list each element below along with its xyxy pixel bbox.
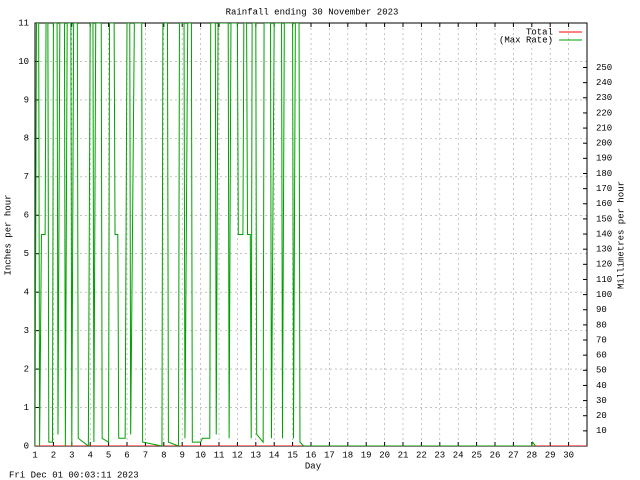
y2-tick-label: 190 (596, 154, 612, 164)
y2-tick-label: 20 (596, 411, 607, 421)
chart-title: Rainfall ending 30 November 2023 (226, 7, 399, 17)
legend-label: (Max Rate) (499, 35, 553, 45)
x-tick-label: 20 (379, 450, 390, 460)
x-tick-label: 7 (143, 450, 148, 460)
x-tick-label: 24 (453, 450, 464, 460)
x-tick-label: 22 (416, 450, 427, 460)
y2-tick-label: 80 (596, 320, 607, 330)
y2-tick-label: 30 (596, 396, 607, 406)
y2-tick-label: 10 (596, 426, 607, 436)
x-tick-label: 30 (563, 450, 574, 460)
x-tick-label: 19 (361, 450, 372, 460)
x-tick-label: 5 (106, 450, 111, 460)
x-tick-label: 13 (250, 450, 261, 460)
y2-tick-label: 210 (596, 123, 612, 133)
legend-label: Total (526, 27, 553, 37)
y2-tick-label: 110 (596, 275, 612, 285)
x-tick-label: 23 (434, 450, 445, 460)
x-tick-label: 1 (32, 450, 37, 460)
y-tick-label: 0 (24, 441, 29, 451)
x-tick-label: 3 (69, 450, 74, 460)
x-tick-label: 15 (287, 450, 298, 460)
y-tick-label: 2 (24, 364, 29, 374)
x-axis-label: Day (305, 461, 322, 471)
y2-tick-label: 40 (596, 381, 607, 391)
y2-tick-label: 160 (596, 199, 612, 209)
y2-tick-label: 60 (596, 351, 607, 361)
y-axis-label: Inches per hour (3, 194, 13, 275)
y-tick-label: 1 (24, 403, 29, 413)
x-tick-label: 27 (508, 450, 519, 460)
y2-tick-label: 230 (596, 93, 612, 103)
x-tick-label: 10 (195, 450, 206, 460)
x-tick-label: 2 (51, 450, 56, 460)
y-tick-label: 10 (18, 57, 29, 67)
x-tick-label: 17 (324, 450, 335, 460)
y2-tick-label: 120 (596, 260, 612, 270)
x-tick-label: 16 (306, 450, 317, 460)
y2-tick-label: 170 (596, 184, 612, 194)
y-tick-label: 3 (24, 326, 29, 336)
x-tick-label: 11 (214, 450, 225, 460)
y-tick-label: 6 (24, 211, 29, 221)
x-tick-label: 12 (232, 450, 243, 460)
y2-axis-label: Millimetres per hour (616, 181, 626, 289)
x-tick-label: 26 (490, 450, 501, 460)
rain-line (35, 23, 536, 446)
y2-tick-label: 220 (596, 108, 612, 118)
x-tick-label: 29 (545, 450, 556, 460)
x-tick-label: 21 (398, 450, 409, 460)
y-tick-label: 7 (24, 172, 29, 182)
y2-tick-label: 150 (596, 214, 612, 224)
y2-tick-label: 180 (596, 169, 612, 179)
x-tick-label: 14 (269, 450, 280, 460)
x-tick-label: 18 (342, 450, 353, 460)
y2-tick-label: 250 (596, 63, 612, 73)
y2-tick-label: 240 (596, 78, 612, 88)
x-tick-label: 25 (471, 450, 482, 460)
y-tick-label: 9 (24, 95, 29, 105)
y2-tick-label: 100 (596, 290, 612, 300)
y-tick-label: 11 (18, 18, 29, 28)
footer-timestamp: Fri Dec 01 00:03:11 2023 (9, 470, 139, 480)
x-tick-label: 4 (87, 450, 92, 460)
y2-tick-label: 140 (596, 229, 612, 239)
y2-tick-label: 90 (596, 305, 607, 315)
x-tick-label: 9 (179, 450, 184, 460)
plot-area (35, 23, 587, 446)
y2-tick-label: 70 (596, 335, 607, 345)
y2-tick-label: 130 (596, 245, 612, 255)
y2-tick-label: 200 (596, 139, 612, 149)
y-tick-label: 4 (24, 288, 29, 298)
y-tick-label: 8 (24, 134, 29, 144)
x-tick-label: 28 (526, 450, 537, 460)
x-tick-label: 8 (161, 450, 166, 460)
y2-tick-label: 50 (596, 366, 607, 376)
x-tick-label: 6 (124, 450, 129, 460)
y-tick-label: 5 (24, 249, 29, 259)
